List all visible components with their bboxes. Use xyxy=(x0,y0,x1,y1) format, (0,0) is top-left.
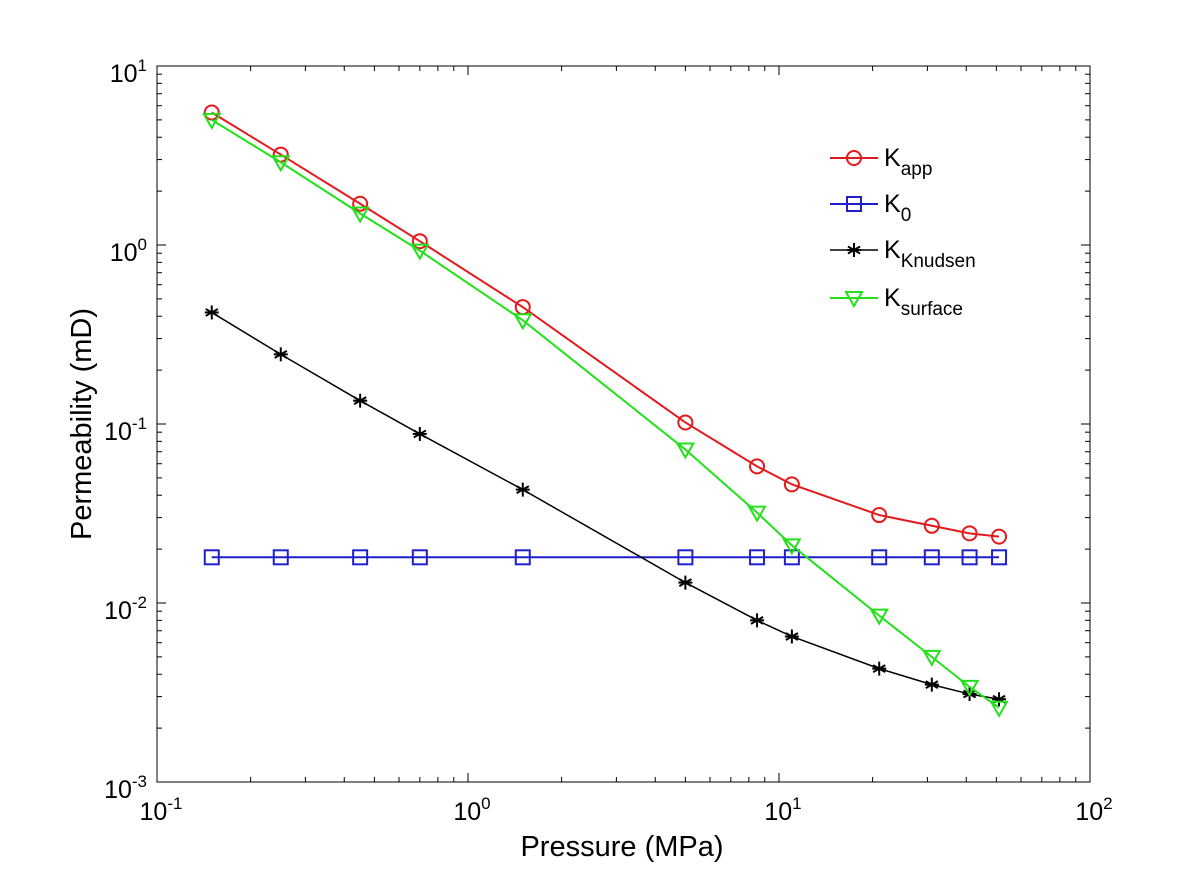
data-point-k-0 xyxy=(514,549,531,566)
data-point-k-knudsen xyxy=(515,482,530,497)
data-point-k-knudsen xyxy=(784,629,799,644)
legend-entry-k-app: Kapp xyxy=(830,144,932,180)
data-point-k-0 xyxy=(203,549,220,566)
data-point-k-surface xyxy=(202,112,222,130)
data-point-k-0 xyxy=(352,549,369,566)
data-point-k-knudsen xyxy=(678,575,693,590)
legend: Kapp K0 KKnudsen Ksurface xyxy=(830,144,976,320)
data-point-k-surface xyxy=(271,155,291,173)
data-point-k-surface xyxy=(350,206,370,224)
data-point-k-app xyxy=(961,525,978,542)
legend-marker-k-app xyxy=(846,150,862,166)
data-point-k-app xyxy=(352,195,369,212)
data-point-k-0 xyxy=(991,549,1008,566)
y-tick-label: 10-2 xyxy=(104,593,147,625)
y-axis-label: Permeability (mD) xyxy=(66,308,98,540)
data-point-k-surface xyxy=(675,442,696,460)
data-point-k-app xyxy=(749,458,766,475)
data-point-k-knudsen xyxy=(204,305,219,320)
data-point-k-surface xyxy=(782,538,802,556)
data-point-k-knudsen xyxy=(750,613,765,628)
data-point-k-0 xyxy=(923,549,940,566)
data-point-k-app xyxy=(871,507,888,524)
x-tick-label: 102 xyxy=(1075,794,1112,826)
legend-label-k-app: Kapp xyxy=(884,144,932,180)
data-point-k-0 xyxy=(961,549,978,566)
y-tick-label: 10-1 xyxy=(104,414,147,446)
data-point-k-knudsen xyxy=(872,661,887,676)
y-tick-label: 10-3 xyxy=(104,772,147,804)
data-point-k-knudsen xyxy=(412,426,427,441)
data-point-k-surface xyxy=(747,505,767,523)
data-point-k-app xyxy=(677,414,694,431)
data-point-k-surface xyxy=(989,700,1009,718)
series-line-k-surface xyxy=(211,119,1000,709)
series-layer xyxy=(202,104,1009,718)
data-point-k-knudsen xyxy=(924,677,939,692)
data-point-k-app xyxy=(923,517,940,534)
data-point-k-app xyxy=(991,528,1008,545)
x-axis-label: Pressure (MPa) xyxy=(520,831,723,863)
y-tick-label: 101 xyxy=(110,56,147,88)
data-point-k-0 xyxy=(411,549,428,566)
data-point-k-surface xyxy=(410,243,430,261)
series-k-0 xyxy=(203,549,1008,566)
data-point-k-surface xyxy=(513,313,533,331)
data-point-k-surface xyxy=(869,608,889,626)
data-point-k-knudsen xyxy=(273,347,288,362)
series-k-app xyxy=(203,104,1008,545)
data-point-k-knudsen xyxy=(353,393,368,408)
legend-label-k-0: K0 xyxy=(884,190,911,226)
data-point-k-0 xyxy=(272,549,289,566)
data-point-k-surface xyxy=(959,679,980,697)
data-point-k-0 xyxy=(749,549,766,566)
x-tick-label: 101 xyxy=(764,794,801,826)
series-line-k-knudsen xyxy=(211,311,1000,700)
data-point-k-0 xyxy=(783,549,800,566)
plot-area xyxy=(157,66,1090,782)
series-k-knudsen xyxy=(204,305,1007,707)
tick-layer: 10-1 100 101 102 10-3 10-2 10-1 100 101 xyxy=(104,56,1113,826)
legend-label-k-surface: Ksurface xyxy=(884,284,963,320)
x-tick-label: 100 xyxy=(453,794,490,826)
legend-marker-k-knudsen xyxy=(847,243,861,257)
legend-marker-k-0 xyxy=(846,196,862,212)
data-point-k-app xyxy=(411,233,428,250)
data-point-k-app xyxy=(783,476,800,493)
data-point-k-0 xyxy=(677,549,694,566)
legend-entry-k-knudsen: KKnudsen xyxy=(830,236,976,272)
data-point-k-app xyxy=(203,104,220,121)
legend-entry-k-0: K0 xyxy=(830,190,911,226)
x-tick-label: 10-1 xyxy=(140,794,183,826)
y-tick-label: 100 xyxy=(110,235,147,267)
legend-entry-k-surface: Ksurface xyxy=(830,284,963,320)
data-point-k-0 xyxy=(871,549,888,566)
legend-label-k-knudsen: KKnudsen xyxy=(884,236,976,272)
data-point-k-surface xyxy=(922,649,942,667)
series-k-surface xyxy=(202,112,1009,718)
legend-marker-k-surface xyxy=(844,291,864,309)
